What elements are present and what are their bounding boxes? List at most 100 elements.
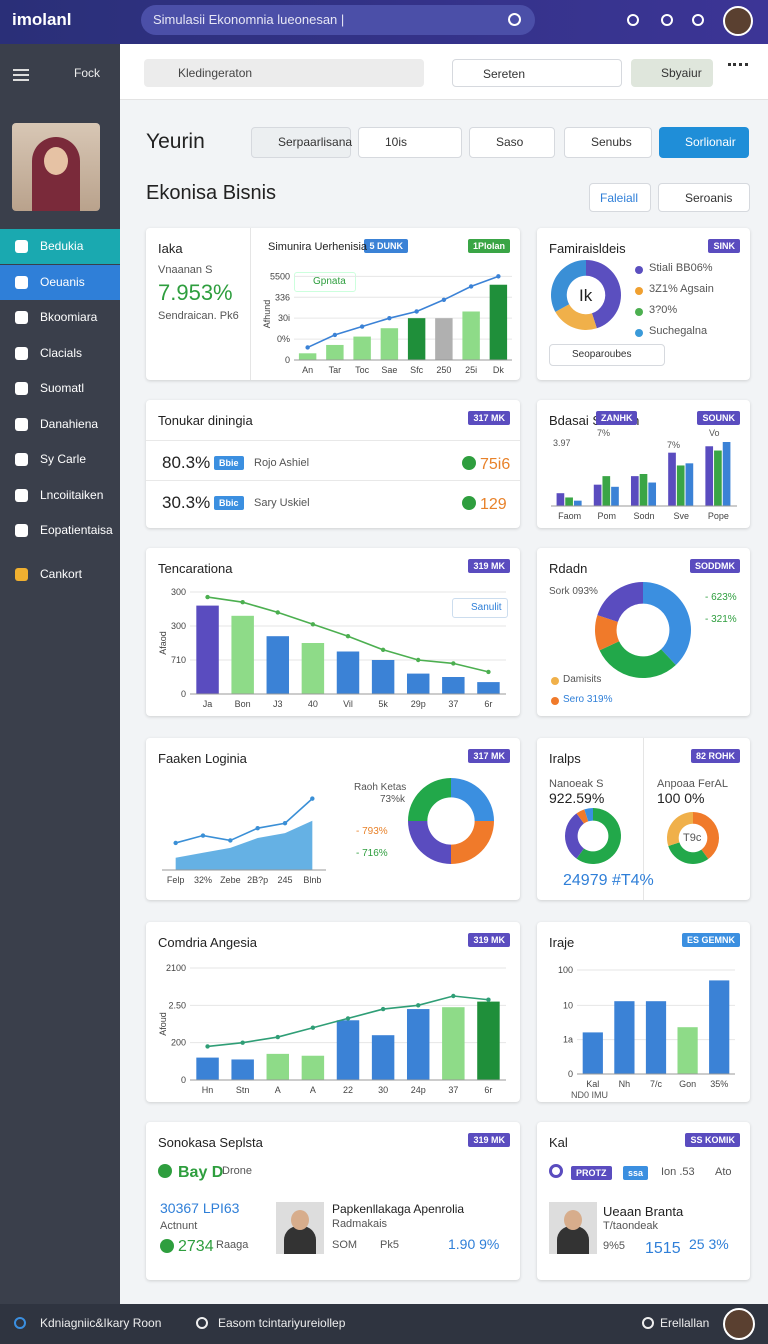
badge: 317 MK — [468, 749, 510, 763]
sidebar-item[interactable]: Oeuanis — [0, 264, 120, 300]
select[interactable]: Seoparoubes — [549, 344, 665, 366]
bar — [196, 605, 219, 694]
sidebar-icon — [15, 275, 28, 289]
sidebar-item[interactable]: Cankort — [0, 557, 120, 592]
y-axis-label: Afaod — [158, 631, 168, 655]
text: Sendraican. Pk6 — [158, 310, 239, 322]
panel: Sonokasa Seplsta 319 MK Bay D Drone 30367 LP… — [146, 1122, 520, 1280]
bar — [336, 651, 360, 694]
chart — [595, 582, 691, 678]
x-tick-label: Vil — [343, 699, 353, 709]
line-point — [387, 315, 392, 321]
badge: 1Plolan — [467, 239, 510, 253]
text: 3.97 — [553, 438, 571, 448]
search-input[interactable]: Kledingeraton — [144, 59, 424, 87]
donut-segment — [551, 260, 586, 312]
action-button[interactable]: Sorlionair — [659, 127, 749, 158]
text: ND0 IMU — [571, 1090, 609, 1100]
sidebar-item[interactable]: Suomatl — [0, 371, 120, 406]
footer: Kdniagniic&Ikary Roon Easom tcintariyurei… — [0, 1304, 768, 1344]
sidebar-icon — [15, 382, 28, 395]
line-point — [416, 657, 421, 663]
sidebar-label: Eopatientaisa — [40, 523, 113, 537]
x-tick-label: J3 — [273, 699, 283, 709]
text: Raoh Ketas — [354, 782, 407, 793]
footer-text: Kdniagniic&Ikary Roon — [40, 1316, 162, 1330]
sidebar-item[interactable]: Sy Carle — [0, 442, 120, 477]
text: SOM — [332, 1239, 358, 1251]
bar — [231, 1059, 254, 1080]
donut-segment — [599, 641, 676, 678]
text: Ueaan Branta — [603, 1204, 684, 1219]
search-bar[interactable]: Simulasii Ekonomnia lueonesan | — [141, 5, 535, 35]
line-point — [240, 600, 245, 605]
footer-icon — [196, 1317, 208, 1329]
y-tick-label: 2100 — [166, 963, 186, 973]
chart: Felp 32% Zebe 2B?p 245 Blnb — [162, 796, 326, 885]
line-point — [486, 997, 491, 1002]
filter-button[interactable]: Serpaarlisana — [251, 127, 352, 158]
line-point — [380, 647, 386, 652]
line — [175, 798, 313, 844]
y-tick-label: 0 — [181, 1075, 186, 1085]
text: Damisits — [563, 674, 602, 685]
tag: Bbie — [214, 456, 244, 470]
text: Actnunt — [160, 1220, 198, 1232]
sidebar-item[interactable]: Lncoiitaiken — [0, 478, 120, 513]
panel-title: Tencarationa — [158, 561, 233, 576]
line-point — [310, 622, 316, 627]
line-point — [496, 274, 501, 279]
avatar[interactable] — [723, 6, 753, 36]
section-select[interactable]: Seroanis — [658, 183, 750, 212]
filter-button[interactable]: Senubs — [564, 127, 652, 158]
line-point — [345, 634, 351, 639]
bar — [611, 486, 619, 506]
button[interactable]: Sbyaiur — [631, 59, 713, 87]
text: 30.3% — [162, 493, 211, 512]
more-button[interactable] — [728, 63, 748, 83]
line-point — [332, 332, 338, 338]
bar — [326, 344, 344, 360]
text: Vo — [709, 428, 720, 438]
badge: 319 MK — [468, 933, 510, 947]
sidebar-item[interactable]: Clacials — [0, 336, 120, 371]
bar — [639, 474, 648, 506]
badge: 319 MK — [468, 1133, 510, 1147]
x-tick-label: Tar — [329, 365, 342, 375]
legend-box: Sanulit — [452, 598, 508, 618]
footer-icon — [14, 1317, 26, 1329]
select[interactable]: Sereten — [452, 59, 622, 87]
line-point — [240, 1040, 245, 1045]
sidebar-item[interactable]: Bkoomiara — [0, 300, 120, 335]
filter-button[interactable]: Saso — [469, 127, 555, 158]
sidebar-label: Sy Carle — [40, 452, 87, 466]
y-tick-label: 0% — [277, 334, 290, 344]
sidebar-icon — [15, 453, 28, 466]
x-tick-label: 35% — [710, 1079, 728, 1089]
donut-segment — [451, 778, 494, 821]
badge: 319 MK — [468, 559, 510, 573]
section-title: Ekonisa Bisnis — [146, 182, 277, 204]
sidebar-item[interactable]: Bedukia — [0, 229, 120, 264]
bar — [602, 476, 611, 506]
bar — [685, 463, 694, 506]
avatar[interactable] — [723, 1308, 755, 1340]
bar — [676, 465, 685, 506]
bar — [462, 311, 480, 360]
filter-button[interactable]: 10is — [358, 127, 462, 158]
sidebar-item[interactable]: Eopatientaisa — [0, 513, 120, 548]
x-tick-label: A — [275, 1085, 281, 1095]
x-tick-label: Pope — [708, 511, 729, 521]
y-tick-label: 5500 — [270, 271, 290, 281]
x-tick-label: Stn — [236, 1085, 250, 1095]
bar — [593, 484, 602, 506]
sidebar-item[interactable]: Danahiena — [0, 407, 120, 442]
badge: SOUNK — [697, 411, 740, 425]
bar — [705, 446, 714, 506]
line-point — [205, 1044, 210, 1049]
y-tick-label: 2.50 — [168, 1000, 186, 1010]
section-button[interactable]: Faleiall — [589, 183, 651, 212]
chart — [408, 778, 494, 864]
